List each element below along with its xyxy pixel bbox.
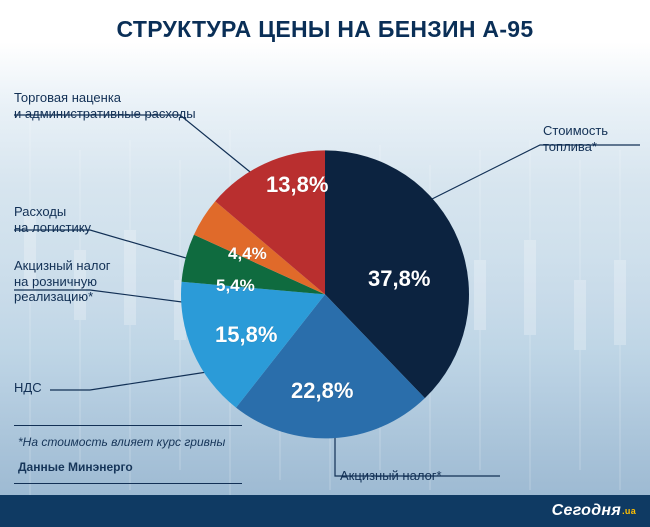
callout-fuel-cost: Стоимость топлива*	[543, 123, 608, 154]
chart-title: СТРУКТУРА ЦЕНЫ НА БЕНЗИН А-95	[0, 16, 650, 43]
pct-margin: 13,8%	[266, 172, 328, 198]
footer-bar: Сегодня.ua	[0, 495, 650, 527]
pct-excise-tax: 22,8%	[291, 378, 353, 404]
pct-retail-exc: 5,4%	[216, 276, 255, 296]
footnote-line-1: *На стоимость влияет курс гривны	[18, 433, 238, 452]
pct-vat: 15,8%	[215, 322, 277, 348]
callout-logistics: Расходы на логистику	[14, 204, 91, 235]
footer-brand-suffix: .ua	[622, 506, 636, 516]
pct-fuel-cost: 37,8%	[368, 266, 430, 292]
footer-brand: Сегодня.ua	[552, 502, 636, 520]
callout-vat: НДС	[14, 380, 42, 396]
footnote-line-2: Данные Минэнерго	[18, 458, 238, 477]
callout-margin: Торговая наценка и административные расх…	[14, 90, 196, 121]
footer-brand-text: Сегодня	[552, 502, 621, 519]
callout-retail-excise: Акцизный налог на розничную реализацию*	[14, 258, 111, 305]
pct-logistics: 4,4%	[228, 244, 267, 264]
footnote-box: *На стоимость влияет курс гривны Данные …	[14, 425, 242, 484]
callout-excise-tax: Акцизный налог*	[340, 468, 442, 484]
